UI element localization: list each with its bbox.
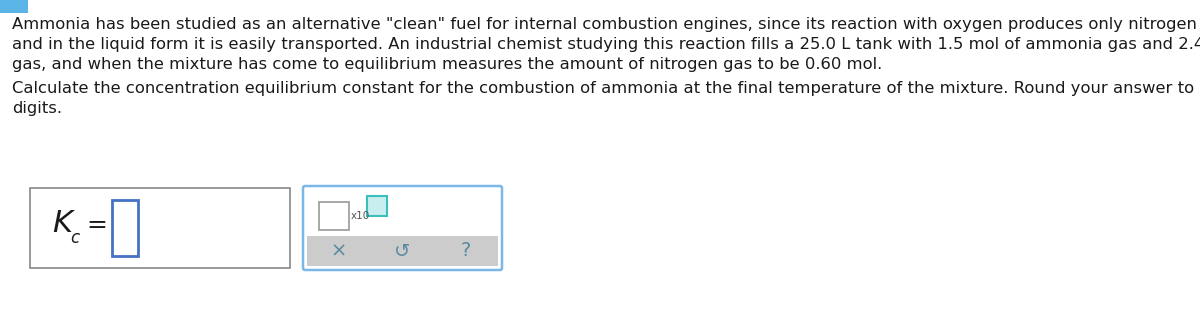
Text: digits.: digits. [12,101,62,116]
Text: ↺: ↺ [395,241,410,260]
Bar [307,236,498,266]
Text: Ammonia has been studied as an alternative "clean" fuel for internal combustion : Ammonia has been studied as an alternati… [12,17,1200,32]
Text: Calculate the concentration equilibrium constant for the combustion of ammonia a: Calculate the concentration equilibrium … [12,81,1200,96]
Bar [319,202,349,230]
Text: $\mathit{K}$: $\mathit{K}$ [52,209,76,238]
Bar [367,196,386,216]
Bar [30,188,290,268]
Bar [112,200,138,256]
Text: and in the liquid form it is easily transported. An industrial chemist studying : and in the liquid form it is easily tran… [12,37,1200,52]
Text: gas, and when the mixture has come to equilibrium measures the amount of nitroge: gas, and when the mixture has come to eq… [12,57,882,72]
Text: x10: x10 [352,211,371,221]
Text: ?: ? [461,241,472,260]
Text: ×: × [331,241,347,260]
Text: =: = [86,213,107,237]
Bar [0,0,28,13]
FancyBboxPatch shape [302,186,502,270]
Text: $\mathit{c}$: $\mathit{c}$ [70,229,80,247]
